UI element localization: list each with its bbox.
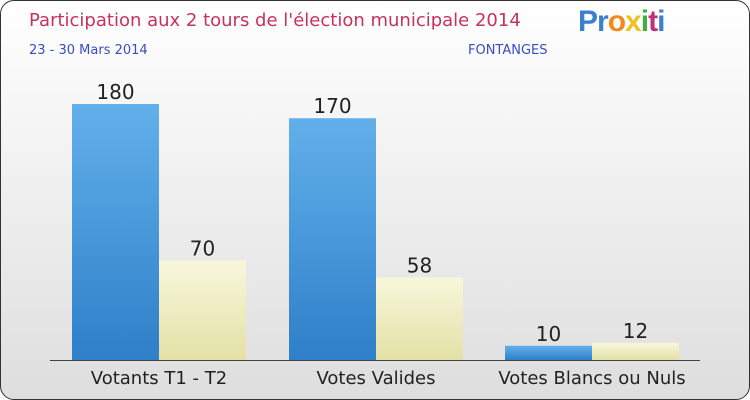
data-label: 10 — [536, 322, 561, 346]
election-dates: 23 - 30 Mars 2014 — [29, 43, 148, 58]
data-label: 170 — [313, 94, 351, 118]
category-label: Votes Valides — [317, 368, 436, 389]
data-label: 58 — [407, 254, 432, 278]
data-label: 12 — [623, 319, 648, 343]
bar-t1-0 — [72, 104, 159, 360]
logo-letter: P — [578, 5, 598, 38]
bar-t2-0 — [159, 260, 246, 360]
bar-t1-1 — [289, 118, 376, 360]
logo-letter: i — [657, 5, 665, 38]
bar-t2-1 — [376, 277, 463, 360]
chart-title: Participation aux 2 tours de l'élection … — [29, 10, 521, 31]
logo-letter: i — [640, 5, 649, 38]
category-label: Votes Blancs ou Nuls — [498, 368, 685, 389]
logo-letter: o — [607, 5, 626, 38]
logo-letter: t — [648, 5, 658, 38]
logo-letter: x — [625, 5, 642, 38]
logo-letter: r — [597, 5, 609, 38]
bar-t1-2 — [505, 345, 592, 360]
proxiti-logo[interactable]: Proxiti — [578, 5, 665, 41]
category-label: Votants T1 - T2 — [91, 368, 227, 389]
commune-name: FONTANGES — [468, 43, 548, 58]
data-label: 70 — [190, 236, 215, 260]
bar-t2-2 — [592, 342, 679, 360]
data-label: 180 — [96, 80, 134, 104]
